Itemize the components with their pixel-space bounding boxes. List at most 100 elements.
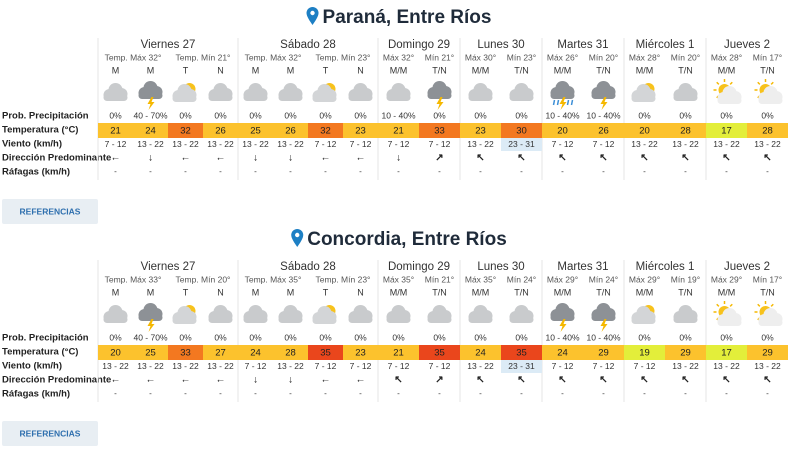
precipitation: 0% [474, 110, 487, 120]
period-label: M [252, 65, 260, 75]
direction: ← [111, 153, 121, 164]
day-min: Temp. Mín 23° [316, 274, 371, 284]
period-label: T/N [760, 65, 775, 75]
day-max: Máx 35° [465, 274, 496, 284]
temperature: 30 [516, 126, 527, 137]
day-min: Temp. Mín 21° [176, 52, 231, 62]
period-label: M [112, 287, 120, 297]
precipitation: 0% [720, 332, 733, 342]
weather-icon [312, 83, 337, 102]
temperature: 28 [285, 348, 296, 359]
direction: ← [216, 375, 226, 386]
wind: 7 - 12 [429, 139, 451, 149]
cloud-part [591, 92, 616, 99]
row-label: Temperatura (°C) [2, 125, 78, 136]
cloud-part [550, 314, 575, 321]
day-name: Martes 31 [557, 261, 608, 273]
temperature-cell [343, 345, 378, 360]
temperature: 24 [250, 348, 261, 359]
temperature-cell [168, 345, 203, 360]
temperature-cell [583, 123, 624, 138]
temperature: 24 [145, 126, 156, 137]
cloud-part [509, 94, 534, 101]
weather-icon [713, 301, 742, 326]
location-pin [291, 229, 304, 247]
precipitation: 0% [354, 332, 367, 342]
precipitation: 0% [109, 110, 122, 120]
weather-icon [754, 79, 783, 104]
wind: 7 - 12 [552, 139, 574, 149]
weather-icon [591, 81, 616, 110]
precipitation: 0% [109, 332, 122, 342]
day-max: Máx 29° [629, 274, 660, 284]
weather-icon [754, 301, 783, 326]
precipitation: 0% [679, 110, 692, 120]
day-max: Máx 35° [383, 274, 414, 284]
temperature-cell [238, 345, 273, 360]
temperature-cell [343, 123, 378, 138]
day-min: Temp. Mín 23° [316, 52, 371, 62]
direction: ← [216, 153, 226, 164]
cloud-part [758, 97, 783, 104]
gusts: - [184, 167, 187, 176]
weather-icon [550, 81, 575, 110]
weather-icon [673, 305, 698, 323]
references-button[interactable]: REFERENCIAS [2, 199, 98, 224]
row-label: Ráfagas (km/h) [2, 389, 70, 400]
precipitation: 10 - 40% [586, 110, 620, 120]
wind: 13 - 22 [631, 139, 658, 149]
day-max: Máx 30° [465, 52, 496, 62]
temperature-cell [460, 123, 501, 138]
period-label: T/N [678, 65, 693, 75]
period-label: T/N [760, 287, 775, 297]
cloud-part [138, 314, 163, 321]
day-max: Máx 26° [547, 52, 578, 62]
day-max: Máx 32° [383, 52, 414, 62]
gusts: - [602, 167, 605, 176]
temperature: 29 [762, 348, 773, 359]
temperature-cell [706, 123, 747, 138]
direction: ↖ [681, 153, 689, 164]
day-min: Temp. Mín 20° [176, 274, 231, 284]
direction: ↖ [517, 375, 525, 386]
wind: 13 - 22 [207, 139, 234, 149]
location-title: Paraná, Entre Ríos [323, 7, 492, 28]
day-name: Viernes 27 [141, 261, 196, 273]
period-label: M [147, 65, 155, 75]
day-max: Temp. Máx 33° [105, 274, 162, 284]
temperature-cell [665, 345, 706, 360]
wind: 13 - 22 [207, 361, 234, 371]
precipitation: 0% [284, 332, 297, 342]
precipitation: 0% [249, 110, 262, 120]
temperature-cell [378, 123, 419, 138]
temperature: 35 [434, 348, 445, 359]
period-label: T/N [432, 287, 447, 297]
temperature-cell [542, 345, 583, 360]
temperature: 27 [215, 348, 226, 359]
period-label: T/N [432, 65, 447, 75]
weather-icon [509, 305, 534, 323]
weather-icon [172, 83, 197, 102]
period-label: M/M [554, 287, 572, 297]
temperature: 17 [721, 348, 732, 359]
gusts: - [149, 167, 152, 176]
precipitation: 0% [638, 332, 651, 342]
temperature: 25 [250, 126, 261, 137]
direction: ↖ [394, 375, 402, 386]
cloud-part [172, 317, 197, 324]
references-button[interactable]: REFERENCIAS [2, 421, 98, 446]
direction: ← [356, 375, 366, 386]
precipitation: 0% [474, 332, 487, 342]
direction: ↓ [253, 153, 258, 164]
precipitation: 0% [515, 332, 528, 342]
day-name: Viernes 27 [141, 39, 196, 51]
bolt [600, 319, 608, 332]
sun-ray [770, 303, 774, 307]
period-label: M [112, 65, 120, 75]
temperature: 26 [285, 126, 296, 137]
sun-ray [757, 81, 761, 85]
day-min: Mín 24° [507, 274, 536, 284]
direction: ← [111, 375, 121, 386]
temperature: 35 [320, 348, 331, 359]
